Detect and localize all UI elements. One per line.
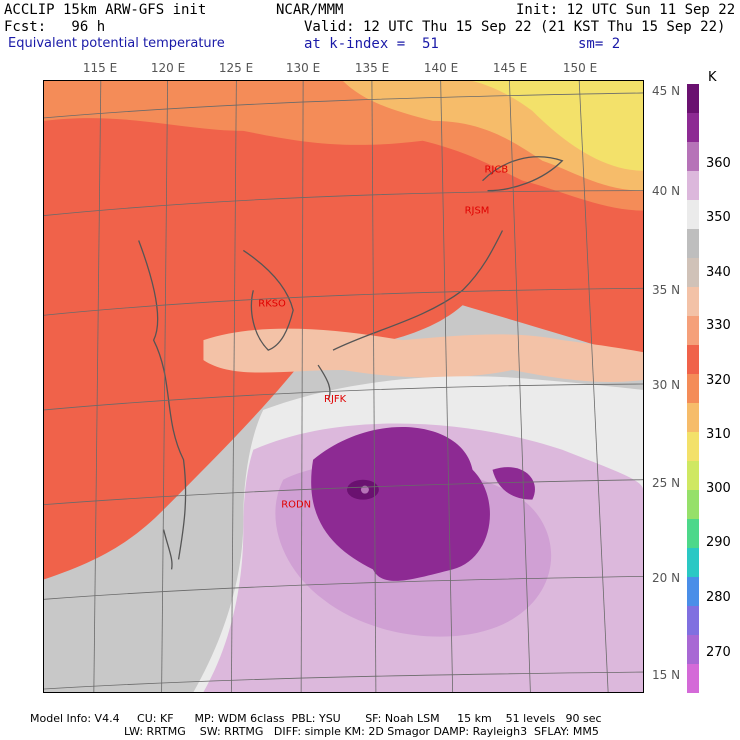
japan-kyushu (317, 364, 331, 401)
colorbar-swatch (687, 316, 699, 345)
lon-label: 120 E (150, 61, 186, 75)
station-label: RODN (281, 500, 311, 511)
lon-label: 130 E (285, 61, 321, 75)
colorbar-swatch (687, 84, 699, 113)
peach-field (203, 328, 643, 382)
colorbar-swatch (687, 258, 699, 287)
colorbar-swatch (687, 345, 699, 374)
colorbar-label: 340 (706, 265, 731, 280)
colorbar-swatch (687, 287, 699, 316)
lon-label: 140 E (423, 61, 459, 75)
lat-label: 45 N (652, 84, 681, 98)
smoothing-label: sm= 2 (578, 36, 621, 52)
colorbar-unit: K (708, 70, 717, 85)
station-label: RJCB (485, 165, 509, 176)
colorbar-swatch (687, 635, 699, 664)
colorbar-label: 290 (706, 535, 731, 550)
typhoon-band (492, 467, 535, 500)
colorbar-label: 270 (706, 645, 731, 660)
colorbar-swatch (687, 229, 699, 258)
colorbar-label: 320 (706, 373, 731, 388)
graticule (44, 81, 643, 692)
typhoon-outer (311, 426, 490, 581)
colorbar-swatch (687, 606, 699, 635)
station-label: RJFK (324, 394, 347, 405)
colorbar-label: 300 (706, 481, 731, 496)
init-time: Init: 12 UTC Sun 11 Sep 22 (516, 2, 736, 18)
colorbar-swatch (687, 548, 699, 577)
level-index: at k-index = 51 (304, 36, 439, 52)
colorbar-label: 310 (706, 427, 731, 442)
colorbar-swatch (687, 490, 699, 519)
model-info: Model Info: V4.4 CU: KF MP: WDM 6class P… (30, 712, 602, 725)
valid-time: Valid: 12 UTC Thu 15 Sep 22 (21 KST Thu … (304, 19, 726, 35)
lat-label: 30 N (652, 378, 681, 392)
lat-label: 25 N (652, 476, 681, 490)
colorbar-swatch (687, 432, 699, 461)
colorbar-swatch (687, 461, 699, 490)
japan-honshu (332, 230, 504, 351)
lon-label: 135 E (354, 61, 390, 75)
colorbar-swatch (687, 664, 699, 693)
lon-label: 125 E (218, 61, 254, 75)
lat-label: 15 N (652, 668, 681, 682)
yellow-field (472, 81, 643, 171)
colorbar-swatch (687, 577, 699, 606)
colorbar-swatch (687, 519, 699, 548)
colorbar-label: 330 (706, 318, 731, 333)
colorbar-label: 360 (706, 156, 731, 171)
warm-north-field (44, 81, 643, 580)
colorbar-swatch (687, 403, 699, 432)
lon-label: 115 E (82, 61, 118, 75)
lon-label: 145 E (492, 61, 528, 75)
colorbar-label: 350 (706, 210, 731, 225)
field-name: Equivalent potential temperature (8, 36, 225, 51)
colorbar-swatch (687, 142, 699, 171)
station-label: RJSM (465, 206, 490, 217)
colorbar-swatch (687, 113, 699, 142)
colorbar-swatch (687, 200, 699, 229)
lat-label: 20 N (652, 571, 681, 585)
colorbar-swatch (687, 171, 699, 200)
physics-info: LW: RRTMG SW: RRTMG DIFF: simple KM: 2D … (124, 725, 599, 738)
theta-e-map: RJCB RJSM RKSO RJFK RODN (43, 80, 644, 693)
taiwan (162, 529, 173, 570)
forecast-hour: Fcst: 96 h (4, 19, 106, 35)
lat-label: 40 N (652, 184, 681, 198)
institution-label: NCAR/MMM (276, 2, 344, 18)
lat-label: 35 N (652, 283, 681, 297)
japan-hokkaido (482, 156, 564, 192)
lon-label: 150 E (562, 61, 598, 75)
korea-peninsula (242, 249, 294, 351)
colorbar-label: 280 (706, 590, 731, 605)
station-label: RKSO (258, 298, 286, 309)
typhoon-eye (360, 485, 369, 494)
colorbar-swatch (687, 374, 699, 403)
model-title: ACCLIP 15km ARW-GFS init (4, 2, 207, 18)
